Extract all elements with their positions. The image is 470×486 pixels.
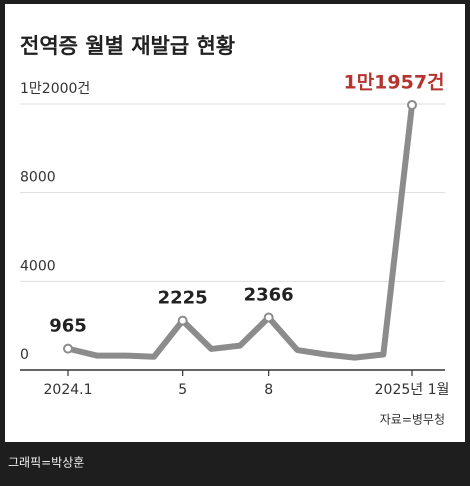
chart-title: 전역증 월별 재발급 현황	[20, 34, 235, 58]
value-label: 2225	[158, 288, 208, 309]
point-marker	[63, 343, 73, 354]
value-label: 2366	[244, 285, 294, 306]
point-marker	[263, 312, 274, 323]
value-label: 1만1957건	[343, 71, 444, 93]
y-tick-label: 0	[20, 347, 29, 363]
credit: 그래픽=박상훈	[8, 456, 84, 470]
x-tick-label: 8	[264, 382, 273, 398]
point-marker	[407, 99, 417, 110]
y-tick-label: 8000	[20, 170, 56, 186]
panel	[5, 4, 465, 442]
source: 자료=병무청	[380, 413, 445, 427]
x-tick-label: 5	[178, 382, 187, 398]
point-marker	[177, 315, 188, 326]
value-label: 965	[49, 316, 87, 337]
y-tick-label: 4000	[20, 258, 56, 274]
x-tick-label: 2025년 1월	[375, 382, 450, 398]
y-tick-label: 1만2000건	[20, 81, 90, 97]
x-tick-label: 2024.1	[44, 382, 93, 398]
data-line	[67, 104, 415, 361]
